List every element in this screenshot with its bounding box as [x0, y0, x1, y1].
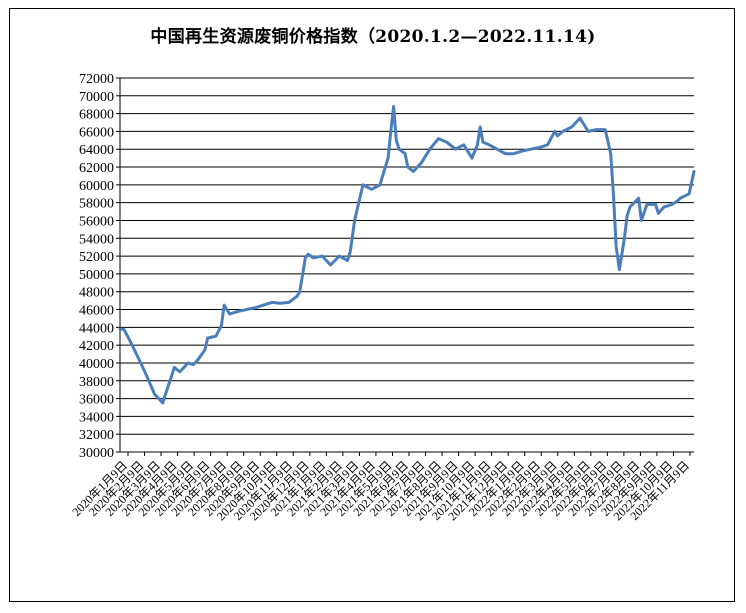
axes — [119, 78, 694, 453]
y-tick-label: 46000 — [79, 304, 114, 319]
y-tick-label: 66000 — [79, 125, 114, 140]
y-tick-label: 52000 — [79, 250, 114, 265]
y-tick-label: 36000 — [79, 393, 114, 408]
y-tick-label: 44000 — [79, 321, 114, 336]
y-tick-label: 60000 — [79, 179, 114, 194]
chart-title: 中国再生资源废铜价格指数（2020.1.2—2022.11.14) — [150, 27, 596, 47]
y-axis-ticks: 30000 32000 34000 36000 38000 40000 42000 44000… — [79, 72, 120, 461]
y-tick-label: 38000 — [79, 375, 114, 390]
y-tick-label: 64000 — [79, 143, 114, 158]
y-tick-label: 54000 — [79, 232, 114, 247]
y-tick-label: 40000 — [79, 357, 114, 372]
y-tick-label: 56000 — [79, 214, 114, 229]
price-index-line — [118, 105, 696, 405]
y-tick-label: 34000 — [79, 410, 114, 425]
y-tick-label: 62000 — [79, 161, 114, 176]
series-group — [118, 105, 696, 405]
x-axis-ticks: 2020年1月9日2020年2月9日2020年3月9日2020年4月9日2020… — [69, 452, 692, 523]
y-tick-label: 58000 — [79, 197, 114, 212]
y-tick-label: 70000 — [79, 90, 114, 105]
chart-frame — [9, 8, 735, 602]
y-tick-label: 42000 — [79, 339, 114, 354]
y-tick-label: 32000 — [79, 428, 114, 443]
y-tick-label: 30000 — [79, 446, 114, 461]
y-tick-label: 72000 — [79, 72, 114, 87]
gridlines — [120, 77, 694, 453]
y-tick-label: 48000 — [79, 286, 114, 301]
y-tick-label: 68000 — [79, 108, 114, 123]
y-tick-label: 50000 — [79, 268, 114, 283]
